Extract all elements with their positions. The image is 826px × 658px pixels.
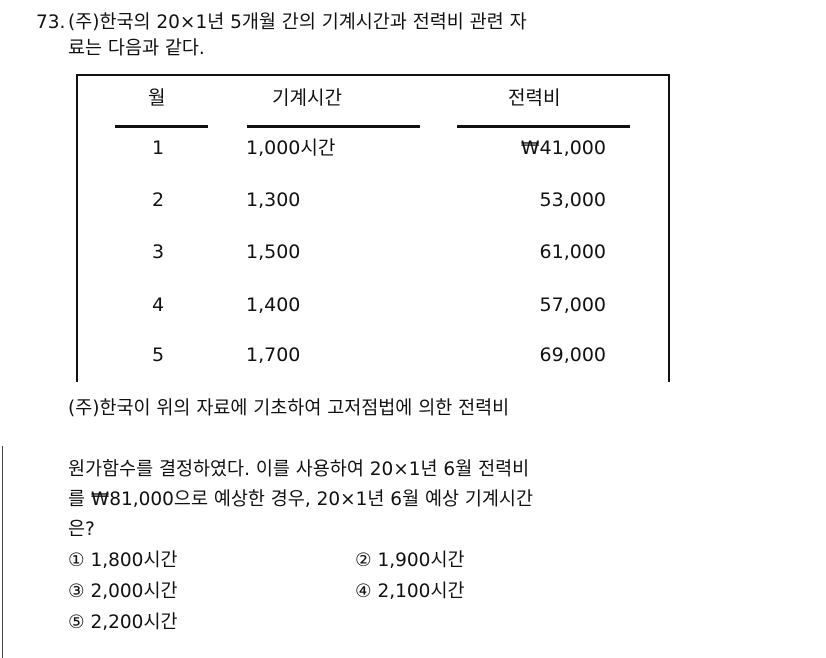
header-underline	[115, 125, 208, 128]
question-intro-line: 료는 다음과 같다.	[68, 38, 205, 59]
header-underline	[457, 125, 630, 128]
choice-3[interactable]: ③ 2,000시간	[68, 581, 178, 602]
cell-power-cost: 69,000	[539, 344, 606, 366]
question-intro-line: (주)한국의 20×1년 5개월 간의 기계시간과 전력비 관련 자	[68, 12, 527, 33]
cell-power-cost: 53,000	[539, 189, 606, 211]
choice-mark: ②	[355, 550, 372, 571]
cell-power-cost: 61,000	[539, 241, 606, 263]
choice-4[interactable]: ④ 2,100시간	[355, 581, 465, 602]
choice-text: 1,800시간	[90, 550, 178, 571]
choice-mark: ①	[68, 550, 85, 571]
data-table	[76, 74, 670, 382]
choice-5[interactable]: ⑤ 2,200시간	[68, 612, 178, 633]
choice-text: 1,900시간	[377, 550, 465, 571]
header-machine-hours: 기계시간	[272, 87, 342, 109]
cell-month: 4	[152, 294, 165, 316]
cell-power-cost: ₩41,000	[520, 137, 606, 159]
header-month: 월	[148, 87, 166, 109]
cell-machine-hours: 1,400	[246, 294, 301, 316]
cell-machine-hours: 1,500	[246, 241, 301, 263]
choice-text: 2,200시간	[90, 612, 178, 633]
choice-mark: ③	[68, 581, 85, 602]
cell-machine-hours: 1,700	[246, 344, 301, 366]
choice-text: 2,000시간	[90, 581, 178, 602]
question-body-line: 은?	[68, 519, 95, 540]
cell-month: 5	[152, 344, 165, 366]
question-body-line: 를 ₩81,000으로 예상한 경우, 20×1년 6월 예상 기계시간	[68, 489, 533, 510]
question-body-line: (주)한국이 위의 자료에 기초하여 고저점법에 의한 전력비	[68, 398, 510, 419]
question-body-line: 원가함수를 결정하였다. 이를 사용하여 20×1년 6월 전력비	[68, 459, 530, 480]
choice-2[interactable]: ② 1,900시간	[355, 550, 465, 571]
choice-1[interactable]: ① 1,800시간	[68, 550, 178, 571]
header-power-cost: 전력비	[508, 87, 561, 109]
margin-line	[2, 446, 3, 658]
choice-mark: ⑤	[68, 612, 85, 633]
cell-power-cost: 57,000	[539, 294, 606, 316]
cell-machine-hours: 1,000시간	[246, 137, 336, 159]
cell-machine-hours: 1,300	[246, 189, 301, 211]
choice-text: 2,100시간	[377, 581, 465, 602]
cell-month: 1	[152, 137, 165, 159]
header-underline	[247, 125, 420, 128]
cell-month: 3	[152, 241, 165, 263]
cell-month: 2	[152, 189, 165, 211]
choice-mark: ④	[355, 581, 372, 602]
question-number: 73.	[36, 12, 66, 33]
